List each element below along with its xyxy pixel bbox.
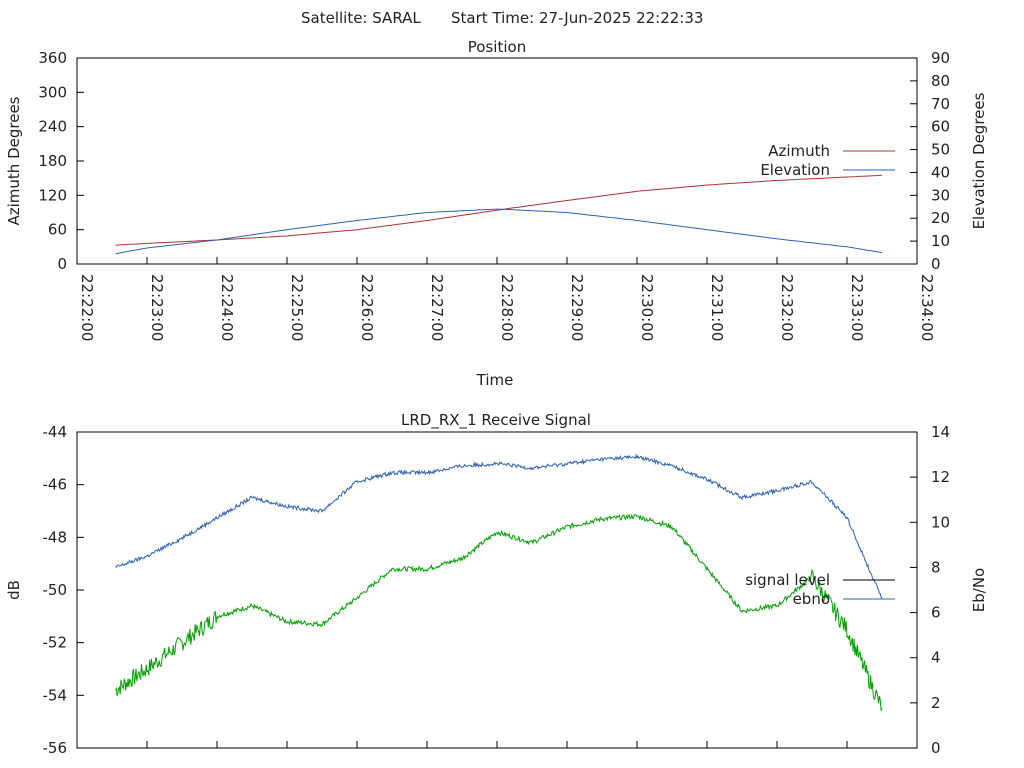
- position-y2-tick-label: 90: [931, 49, 950, 67]
- signal-y2-tick-label: 14: [931, 423, 950, 441]
- position-legend: Azimuth Elevation: [760, 142, 895, 179]
- position-y-tick-label: 120: [38, 186, 67, 204]
- signal-x-axis: [76, 741, 918, 748]
- position-x-tick-label: 22:24:00: [218, 274, 236, 341]
- satellite-label: Satellite: SARAL: [301, 9, 421, 27]
- position-y2-tick-label: 50: [931, 141, 950, 159]
- position-y-axis-label: Azimuth Degrees: [5, 96, 23, 225]
- series-line-elevation: [115, 208, 883, 255]
- position-right-axis: 0 10 20 30 40 50 60 70 80 90: [910, 49, 950, 273]
- signal-legend: signal level ebno: [745, 571, 895, 608]
- position-title: Position: [468, 38, 526, 56]
- position-y2-tick-label: 10: [931, 232, 950, 250]
- position-y2-axis-label: Elevation Degrees: [970, 92, 988, 229]
- signal-right-axis: 0 2 4 6 8 10 12 14: [910, 423, 950, 757]
- position-y2-tick-label: 0: [931, 255, 941, 273]
- signal-y-tick-label: -48: [43, 528, 68, 546]
- signal-y2-tick-label: 8: [931, 558, 941, 576]
- position-left-axis: 0 60 120 180 240 300 360: [38, 49, 84, 273]
- position-y2-tick-label: 60: [931, 118, 950, 136]
- signal-y2-axis-label: Eb/No: [970, 568, 988, 612]
- position-chart: Position 0 60 120 180 240 300 360 0 10 20 30 40 50 6…: [5, 38, 988, 389]
- position-series: [115, 174, 883, 255]
- position-x-tick-label: 22:33:00: [848, 274, 866, 341]
- signal-y-tick-label: -54: [43, 686, 68, 704]
- signal-y2-tick-label: 4: [931, 649, 941, 667]
- position-y2-tick-label: 40: [931, 163, 950, 181]
- signal-y-tick-label: -44: [43, 423, 68, 441]
- position-y2-tick-label: 80: [931, 72, 950, 90]
- position-y-tick-label: 0: [57, 255, 67, 273]
- position-y2-tick-label: 20: [931, 209, 950, 227]
- position-x-axis-label: Time: [476, 371, 514, 389]
- position-x-tick-label: 22:26:00: [358, 274, 376, 341]
- signal-series: [115, 453, 883, 711]
- signal-y-tick-label: -52: [43, 634, 68, 652]
- position-x-tick-label: 22:34:00: [918, 274, 936, 341]
- legend-label-signal-level: signal level: [745, 571, 830, 589]
- position-x-tick-label: 22:32:00: [778, 274, 796, 341]
- signal-y-tick-label: -50: [43, 581, 68, 599]
- position-x-tick-label: 22:29:00: [568, 274, 586, 341]
- position-x-tick-label: 22:25:00: [288, 274, 306, 341]
- series-line-azimuth: [115, 174, 883, 246]
- signal-y-tick-label: -56: [43, 739, 68, 757]
- signal-y-axis-label: dB: [5, 580, 23, 600]
- position-x-tick-label: 22:31:00: [708, 274, 726, 341]
- signal-y2-tick-label: 12: [931, 468, 950, 486]
- position-x-tick-label: 22:27:00: [428, 274, 446, 341]
- signal-y-tick-label: -46: [43, 476, 68, 494]
- position-x-tick-label: 22:28:00: [498, 274, 516, 341]
- signal-plot-frame: [76, 431, 918, 749]
- position-y-tick-label: 60: [48, 221, 67, 239]
- signal-y2-tick-label: 6: [931, 604, 941, 622]
- signal-title: LRD_RX_1 Receive Signal: [401, 411, 591, 430]
- signal-y2-tick-label: 10: [931, 513, 950, 531]
- position-x-tick-label: 22:23:00: [148, 274, 166, 341]
- start-time-label: Start Time: 27-Jun-2025 22:22:33: [451, 9, 703, 27]
- series-line-ebno: [115, 453, 883, 600]
- position-y-tick-label: 360: [38, 49, 67, 67]
- position-x-tick-label: 22:22:00: [78, 274, 96, 341]
- position-y2-tick-label: 70: [931, 95, 950, 113]
- position-x-tick-label: 22:30:00: [638, 274, 656, 341]
- position-y-tick-label: 300: [38, 83, 67, 101]
- position-y-tick-label: 180: [38, 152, 67, 170]
- legend-label-ebno: ebno: [793, 590, 830, 608]
- series-line-signal-level: [115, 513, 883, 711]
- signal-y2-tick-label: 0: [931, 739, 941, 757]
- position-x-axis: 22:22:00 22:23:00 22:24:00 22:25:00 22:26:00…: [76, 257, 936, 341]
- signal-left-axis: -44 -46 -48 -50 -52 -54 -56: [43, 423, 84, 757]
- legend-label-azimuth: Azimuth: [768, 142, 830, 160]
- signal-y2-tick-label: 2: [931, 694, 941, 712]
- position-y-tick-label: 240: [38, 118, 67, 136]
- position-y2-tick-label: 30: [931, 186, 950, 204]
- signal-chart: LRD_RX_1 Receive Signal -44-46-48-50-52-…: [5, 411, 988, 757]
- legend-label-elevation: Elevation: [760, 161, 830, 179]
